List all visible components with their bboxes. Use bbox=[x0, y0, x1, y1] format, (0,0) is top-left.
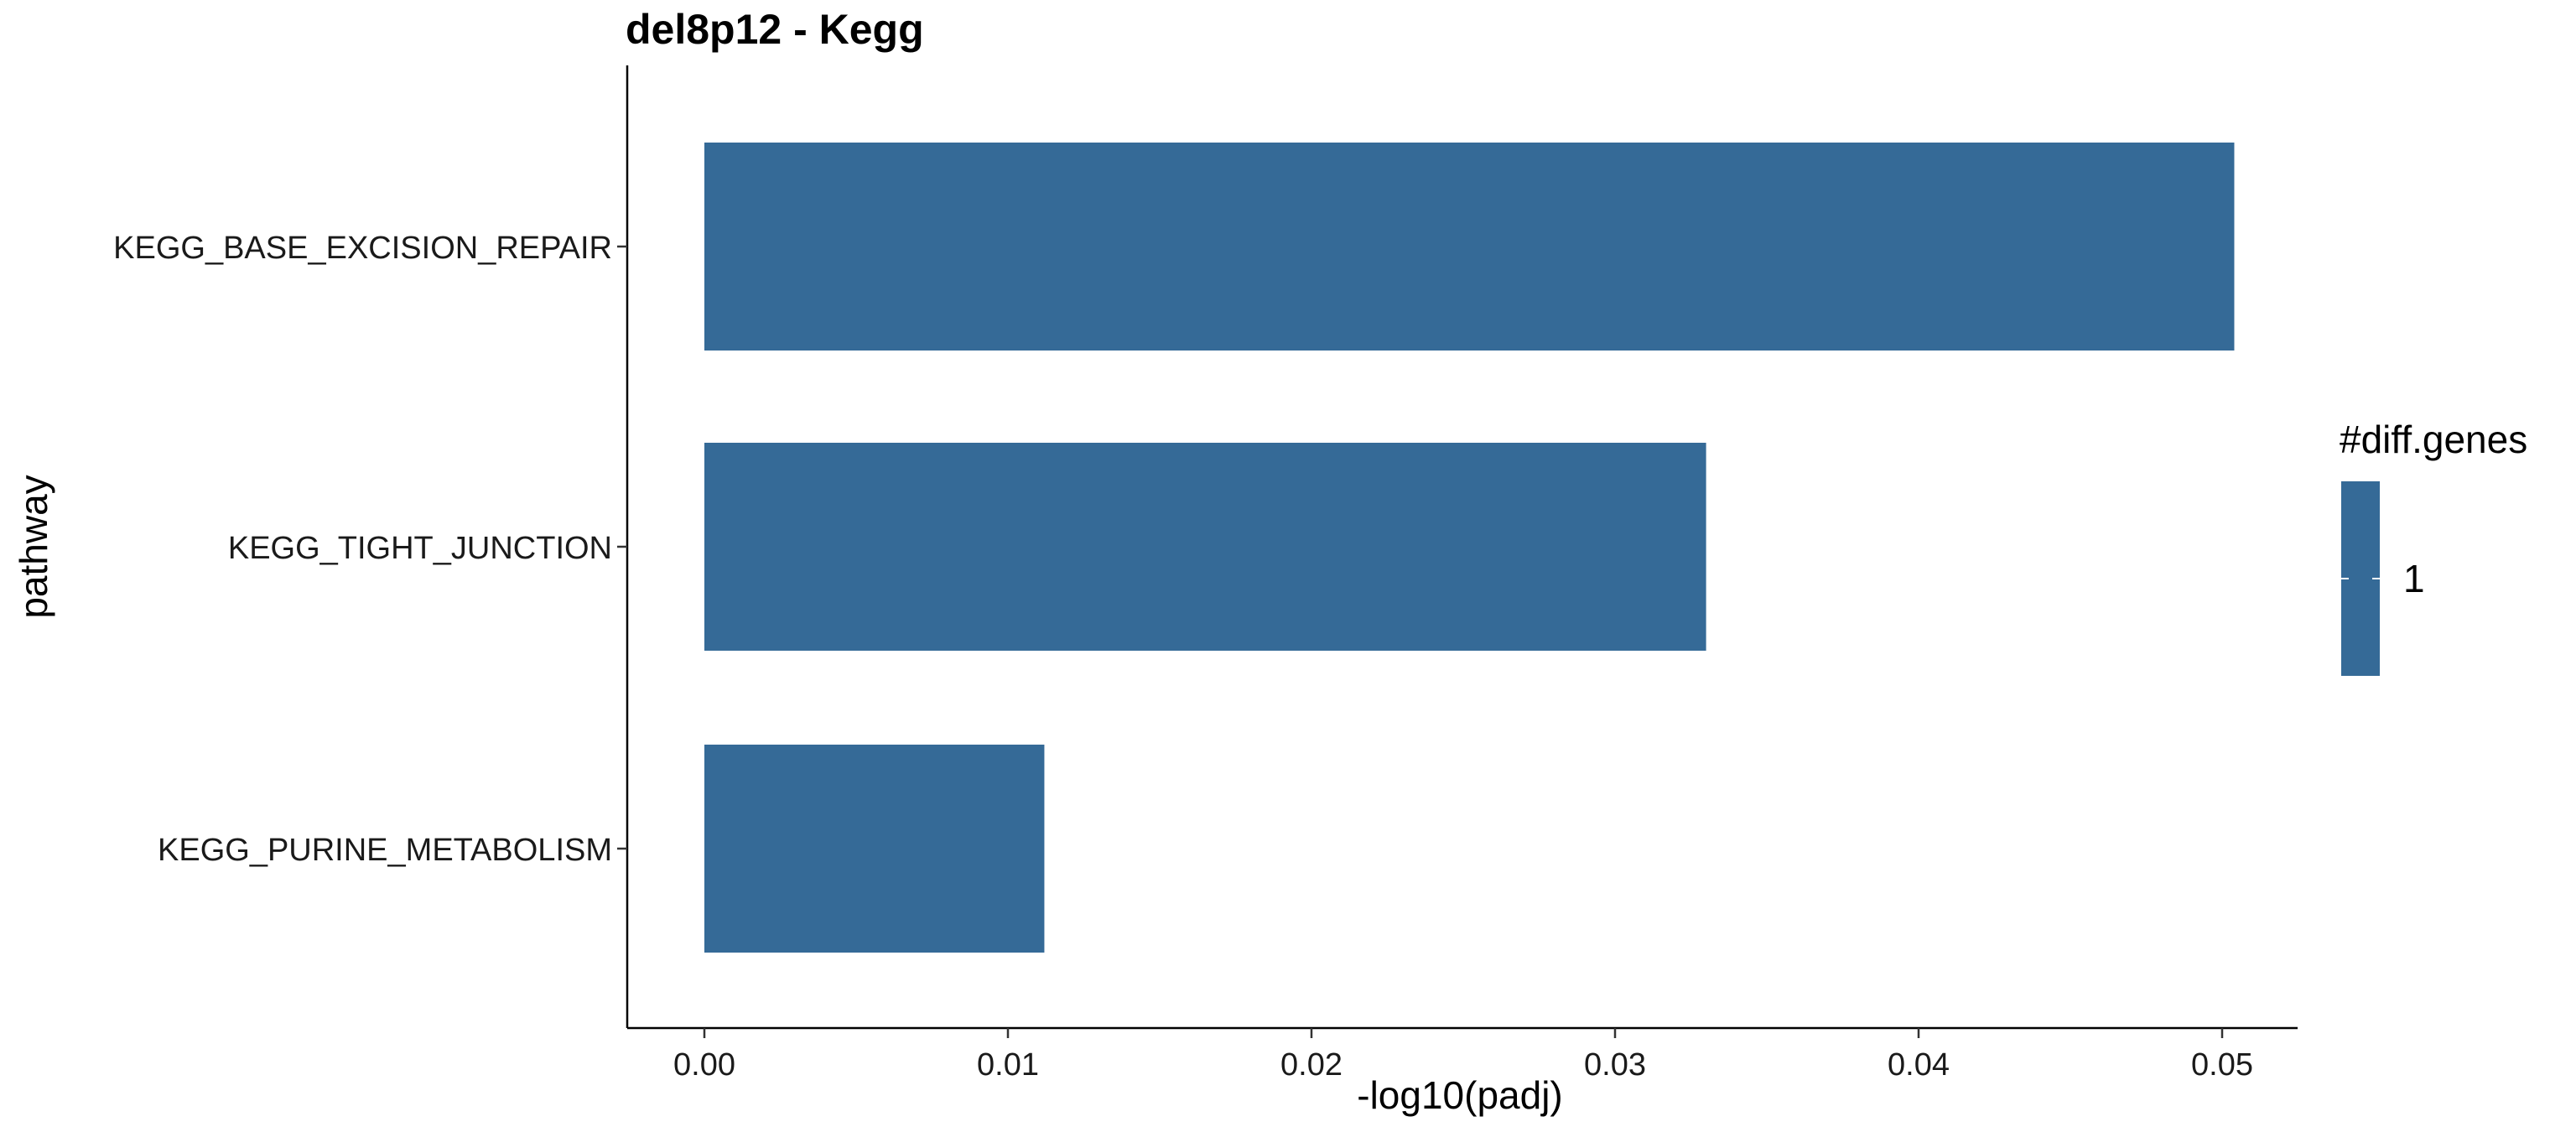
x-tick-label: 0.00 bbox=[673, 1047, 735, 1083]
legend-items: 1 bbox=[2341, 481, 2425, 676]
legend-title: #diff.genes bbox=[2340, 418, 2527, 461]
axes-layer: KEGG_BASE_EXCISION_REPAIR KEGG_TIGHT_JUNC… bbox=[113, 65, 2298, 1083]
legend: #diff.genes 1 bbox=[2340, 418, 2527, 676]
x-tick-label: 0.04 bbox=[1888, 1047, 1950, 1083]
y-tick-label: KEGG_BASE_EXCISION_REPAIR bbox=[113, 231, 612, 266]
x-tick-label: 0.01 bbox=[977, 1047, 1039, 1083]
y-tick-label: KEGG_PURINE_METABOLISM bbox=[158, 833, 612, 868]
x-tick-label: 0.02 bbox=[1280, 1047, 1343, 1083]
bar-kegg-base-excision-repair bbox=[704, 143, 2235, 351]
x-tick-label: 0.05 bbox=[2191, 1047, 2253, 1083]
x-tick-label: 0.03 bbox=[1584, 1047, 1646, 1083]
bars-layer bbox=[704, 143, 2235, 953]
bar-kegg-purine-metabolism bbox=[704, 745, 1045, 953]
y-axis-title: pathway bbox=[12, 475, 55, 618]
x-axis-title: -log10(padj) bbox=[1357, 1073, 1562, 1117]
y-tick-label: KEGG_TIGHT_JUNCTION bbox=[228, 531, 612, 566]
legend-label: 1 bbox=[2403, 557, 2425, 600]
chart-title: del8p12 - Kegg bbox=[626, 6, 924, 53]
bar-kegg-tight-junction bbox=[704, 443, 1706, 651]
